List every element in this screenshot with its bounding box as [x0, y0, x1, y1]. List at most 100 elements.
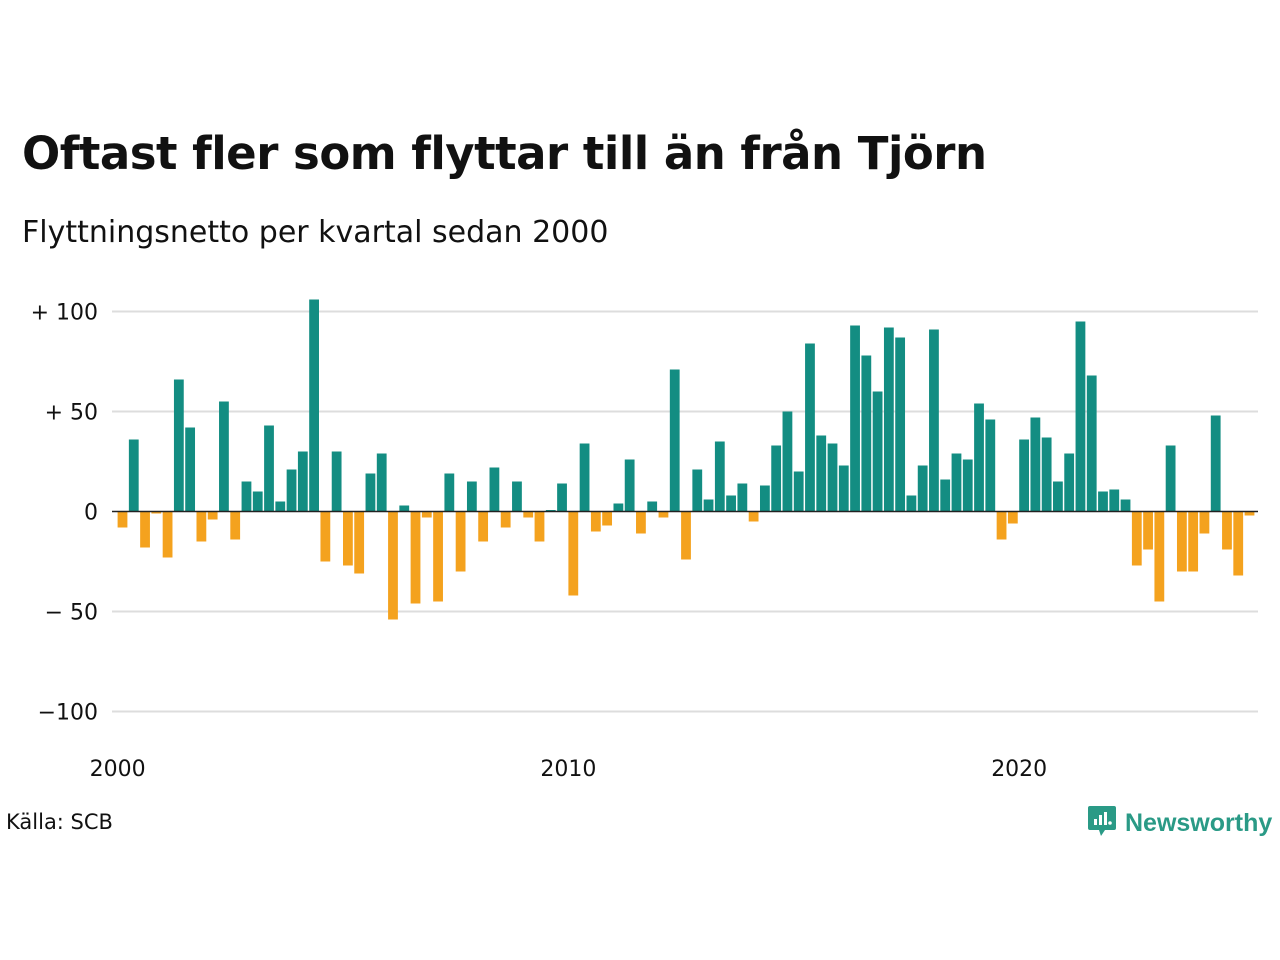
bar: [714, 441, 725, 512]
bar: [951, 453, 962, 512]
bar: [1041, 437, 1052, 512]
brand-logo[interactable]: Newsworthy: [1087, 804, 1272, 842]
bar: [1165, 445, 1176, 512]
x-tick-label: 2020: [991, 757, 1047, 782]
bar: [264, 425, 274, 512]
bar: [850, 325, 860, 512]
bar: [1064, 453, 1075, 512]
bar: [162, 511, 173, 558]
bar: [568, 511, 579, 596]
x-tick-label: 2010: [540, 757, 596, 782]
bar: [117, 511, 128, 528]
bar: [286, 469, 297, 512]
bar: [816, 435, 827, 512]
bar: [1233, 511, 1244, 576]
bar: [940, 479, 951, 512]
bar: [602, 511, 613, 526]
bar: [399, 505, 410, 512]
bar: [354, 511, 365, 574]
bar: [1109, 489, 1120, 512]
bar: [1007, 511, 1018, 524]
bar: [669, 369, 680, 512]
bar: [1188, 511, 1199, 572]
bar: [489, 467, 500, 512]
x-tick-label: 2000: [90, 757, 146, 782]
bar: [309, 299, 319, 512]
bar: [906, 495, 917, 512]
bar: [1210, 415, 1221, 512]
bar: [455, 511, 466, 572]
bar: [636, 511, 646, 534]
bar: [1222, 511, 1232, 550]
chart-subtitle: Flyttningsnetto per kvartal sedan 2000: [22, 215, 609, 250]
bar: [647, 501, 658, 512]
bar: [883, 327, 894, 512]
bar: [297, 451, 308, 512]
bar: [748, 511, 759, 522]
bar: [196, 511, 207, 542]
y-tick-label: −100: [38, 701, 98, 726]
bar-chart: + 100 + 50 0 − 50 −100 2000 2010 2020: [31, 299, 1258, 782]
bar: [590, 511, 601, 532]
x-axis-tick-labels: 2000 2010 2020: [90, 757, 1048, 782]
bar: [1244, 511, 1255, 516]
newsworthy-logo-icon: [1087, 804, 1117, 842]
bar: [1086, 375, 1097, 512]
bar: [681, 511, 691, 560]
bar: [1030, 417, 1041, 512]
bar: [185, 427, 196, 512]
bar: [805, 343, 815, 512]
bar: [1098, 491, 1108, 512]
bar: [613, 503, 624, 512]
bar: [376, 453, 387, 512]
y-tick-label: + 50: [45, 401, 98, 426]
bar: [1019, 439, 1029, 512]
bar: [827, 443, 838, 512]
bar: [1131, 511, 1142, 566]
gridlines: [112, 310, 1258, 713]
bar: [579, 443, 590, 512]
bar: [1120, 499, 1131, 512]
bar: [365, 473, 376, 512]
bar: [962, 459, 973, 512]
bar: [331, 451, 342, 512]
bar: [1154, 511, 1165, 602]
bar: [737, 483, 748, 512]
bar: [771, 445, 782, 512]
bar: [872, 391, 883, 512]
bar: [173, 379, 184, 512]
bar: [557, 483, 567, 512]
bar: [466, 481, 477, 512]
bar: [444, 473, 455, 512]
bar: [151, 511, 162, 514]
y-tick-label: 0: [84, 501, 98, 526]
bar: [929, 329, 939, 512]
y-axis-tick-labels: + 100 + 50 0 − 50 −100: [31, 301, 98, 726]
bar: [917, 465, 928, 512]
bar: [320, 511, 331, 562]
bar: [1176, 511, 1187, 572]
brand-name: Newsworthy: [1125, 808, 1273, 837]
bar: [793, 471, 804, 512]
bar: [275, 501, 286, 512]
bar: [703, 499, 714, 512]
chart-title: Oftast fler som flyttar till än från Tjö…: [22, 127, 987, 180]
bar: [128, 439, 139, 512]
bar: [985, 419, 996, 512]
bar: [726, 495, 736, 512]
bar: [241, 481, 252, 512]
bar: [523, 511, 534, 518]
bar: [692, 469, 703, 512]
bar: [996, 511, 1007, 540]
source-note: Källa: SCB: [6, 810, 113, 834]
bar: [1075, 321, 1086, 512]
bar: [219, 401, 229, 512]
bar: [230, 511, 241, 540]
bar: [478, 511, 489, 542]
bar: [624, 459, 635, 512]
bar: [1053, 481, 1063, 512]
bar: [512, 481, 522, 512]
bar: [207, 511, 218, 520]
bar: [895, 337, 906, 512]
bar: [658, 511, 669, 518]
